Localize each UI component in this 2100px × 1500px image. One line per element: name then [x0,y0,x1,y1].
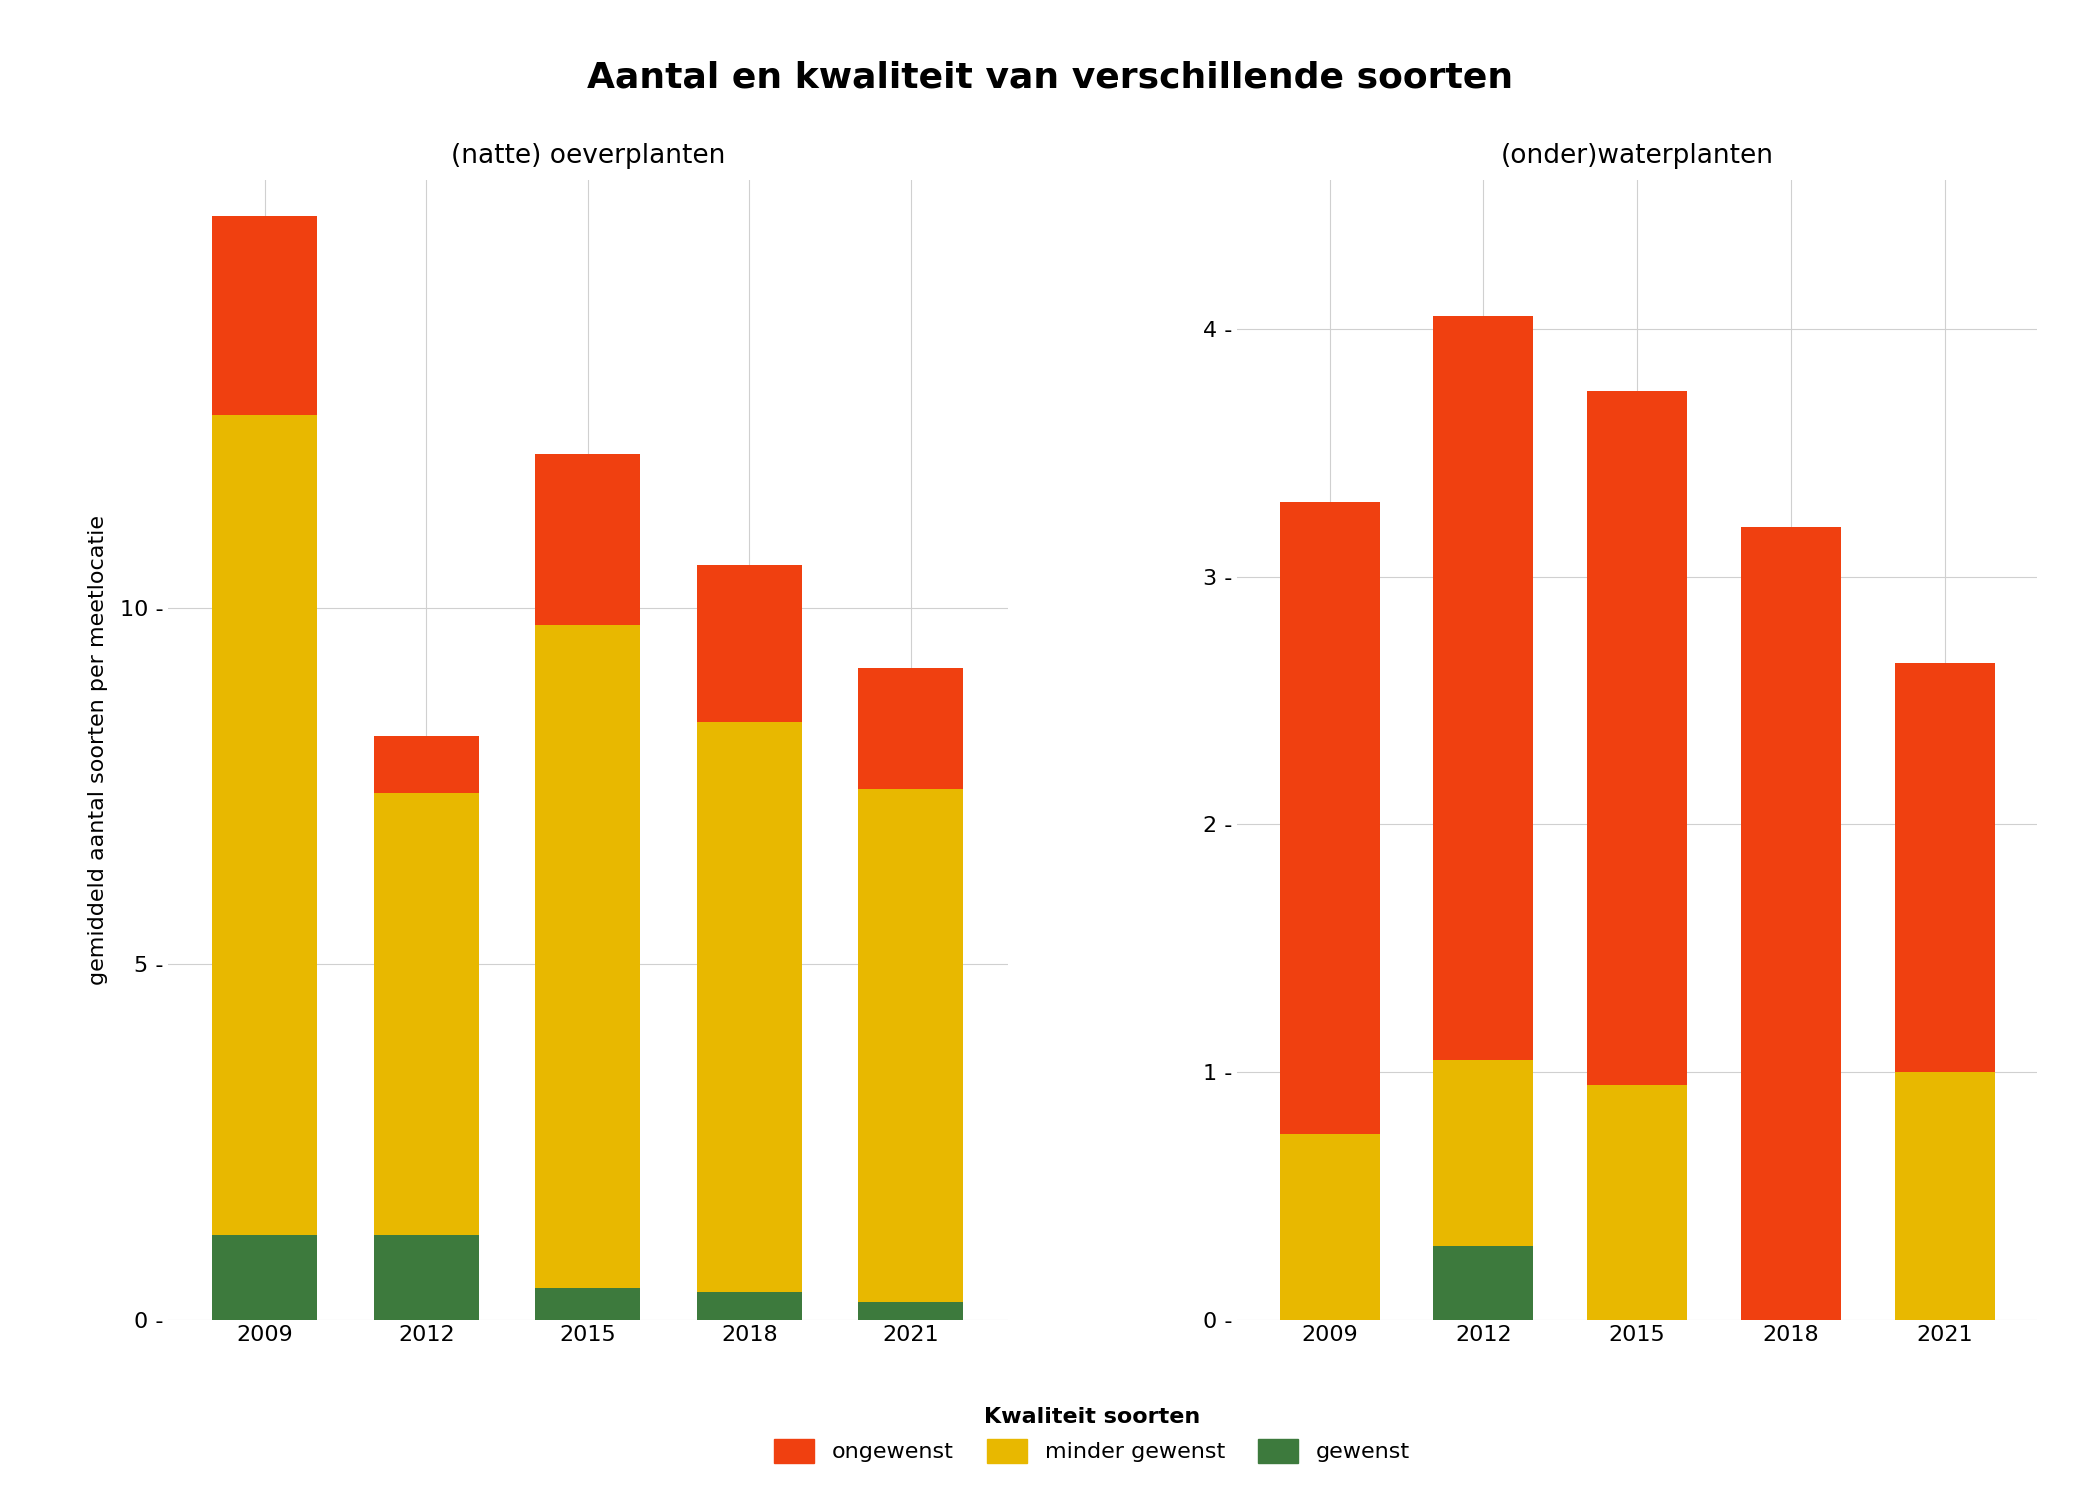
Bar [212,1234,317,1320]
Bar [536,626,640,1288]
Bar [536,454,640,626]
Bar [536,1288,640,1320]
Bar [1279,503,1380,1134]
Bar [859,1302,964,1320]
Bar [374,736,479,792]
Legend: ongewenst, minder gewenst, gewenst: ongewenst, minder gewenst, gewenst [762,1396,1422,1474]
Title: (natte) oeverplanten: (natte) oeverplanten [452,144,724,170]
Bar [374,1234,479,1320]
Bar [374,792,479,1234]
Bar [212,416,317,1234]
Bar [859,789,964,1302]
Bar [1588,390,1686,1084]
Bar [1434,1245,1533,1320]
Bar [859,668,964,789]
Bar [697,722,802,1292]
Text: Aantal en kwaliteit van verschillende soorten: Aantal en kwaliteit van verschillende so… [586,60,1514,94]
Bar [212,216,317,416]
Bar [1434,316,1533,1060]
Bar [1588,1084,1686,1320]
Bar [697,566,802,722]
Bar [1279,1134,1380,1320]
Bar [1894,1072,1995,1320]
Bar [1741,526,1842,1320]
Bar [1434,1060,1533,1245]
Y-axis label: gemiddeld aantal soorten per meetlocatie: gemiddeld aantal soorten per meetlocatie [88,514,109,986]
Bar [697,1292,802,1320]
Bar [1894,663,1995,1072]
Title: (onder)waterplanten: (onder)waterplanten [1502,144,1774,170]
